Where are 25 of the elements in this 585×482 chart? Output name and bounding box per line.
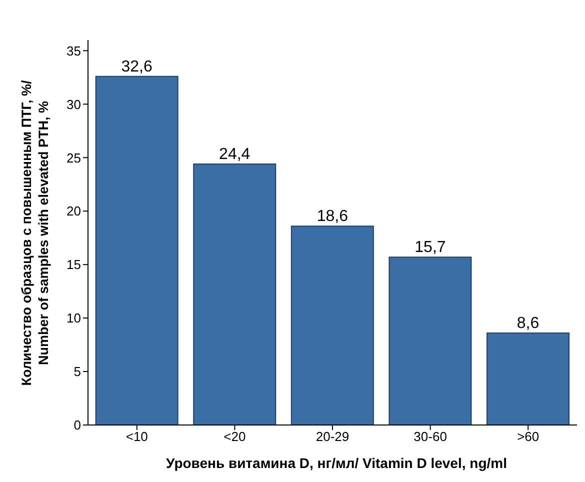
bar [486, 332, 570, 425]
y-tick-label: 30 [66, 96, 81, 112]
data-label: 18,6 [316, 208, 348, 226]
bar [290, 226, 374, 425]
y-tick-label: 10 [66, 310, 81, 326]
x-axis-title: Уровень витамина D, нг/мл/ Vitamin D level, ng/ml [165, 455, 508, 471]
y-tick-label: 5 [74, 364, 81, 380]
bar [388, 256, 472, 425]
y-tick-label: 35 [66, 43, 81, 58]
y-tick-label: 0 [74, 418, 81, 433]
y-tick-label: 20 [66, 204, 81, 219]
bar [193, 164, 276, 425]
x-tick-label: >60 [517, 429, 540, 444]
bar [95, 76, 178, 425]
data-label: 8,6 [516, 315, 540, 332]
x-tick-label: <10 [126, 429, 148, 444]
y-axis-title: Количество образцов с повышенным ПТГ, %/ Number of samples with elevated PTH, % [19, 80, 51, 386]
x-tick-label: 20-29 [316, 429, 350, 444]
x-tick-label: 30-60 [414, 429, 447, 444]
data-label: 15,7 [414, 239, 446, 256]
data-label: 24,4 [219, 146, 250, 164]
x-tick-label: <20 [224, 429, 246, 444]
y-tick-label: 25 [66, 150, 81, 166]
data-label: 32,6 [121, 58, 152, 76]
y-tick-label: 15 [66, 257, 81, 272]
